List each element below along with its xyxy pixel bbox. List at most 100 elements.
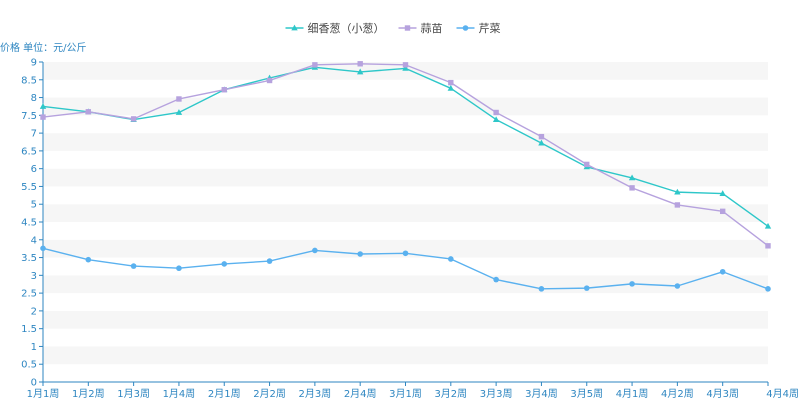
x-tick-label: 4月2周 (661, 388, 694, 400)
grid-band (43, 133, 768, 151)
data-point[interactable] (493, 276, 499, 283)
data-point[interactable] (765, 243, 771, 249)
data-point[interactable] (628, 174, 636, 181)
legend-label: 细香葱（小葱） (308, 22, 385, 35)
y-tick-label: 5.5 (21, 182, 37, 193)
series-2 (40, 61, 771, 249)
data-point[interactable] (583, 285, 590, 291)
y-axis: 0 0.5 1 1.5 2 2.5 3 3.5 4 4.5 5 5.5 6 6.5 7 7.5 8 8.5 9 (21, 58, 44, 389)
x-tick-label: 1月1周 (27, 388, 60, 400)
legend-marker (462, 25, 469, 31)
data-point[interactable] (221, 87, 227, 93)
data-point[interactable] (312, 62, 318, 68)
data-point[interactable] (402, 250, 409, 257)
x-tick-label: 3月5周 (570, 388, 603, 400)
data-point[interactable] (402, 62, 409, 68)
x-tick-label: 2月1周 (208, 388, 241, 400)
legend-item[interactable]: 芹菜 (456, 22, 501, 35)
legend-item[interactable]: 细香葱（小葱） (285, 22, 385, 35)
data-point[interactable] (85, 256, 92, 263)
x-tick-label: 4月1周 (616, 388, 649, 400)
x-tick-label: 2月4周 (344, 388, 377, 400)
data-point[interactable] (39, 103, 47, 109)
data-point[interactable] (266, 77, 273, 84)
y-tick-label: 2 (31, 306, 37, 317)
y-tick-label: 0.5 (21, 360, 37, 371)
y-tick-label: 2.5 (21, 289, 37, 300)
data-point[interactable] (357, 61, 363, 67)
data-point[interactable] (40, 114, 46, 120)
y-tick-label: 3 (31, 271, 37, 282)
grid-band (43, 328, 768, 347)
grid-band (43, 364, 768, 382)
grid-bands (43, 62, 768, 382)
x-tick-label: 2月3周 (299, 388, 332, 400)
y-tick-label: 5 (31, 200, 37, 211)
data-point[interactable] (629, 185, 635, 191)
grid-band (43, 346, 768, 365)
data-point[interactable] (765, 286, 771, 292)
y-tick-label: 6 (31, 164, 37, 175)
grid-band (43, 62, 768, 80)
data-point[interactable] (130, 263, 137, 269)
legend-label: 芹菜 (479, 22, 501, 35)
y-tick-label: 6.5 (21, 146, 37, 157)
data-point[interactable] (674, 202, 681, 208)
y-tick-label: 1.5 (21, 324, 37, 335)
x-axis: 1月1周 1月2周 1月3周 1月4周 2月1周 2月2周 2月3周 2月4周 3月1周 3月2周… (27, 381, 799, 400)
series-3 (40, 245, 771, 292)
grid-band (43, 293, 768, 311)
data-point[interactable] (356, 68, 364, 75)
legend[interactable]: 细香葱（小葱） 蒜苗 芹菜 (285, 22, 501, 35)
data-point[interactable] (764, 222, 772, 229)
x-tick-label: 3月2周 (434, 388, 467, 400)
y-axis-label: 价格 单位：元/公斤 (0, 41, 87, 54)
data-point[interactable] (492, 116, 500, 122)
data-point[interactable] (176, 96, 182, 102)
data-point[interactable] (221, 261, 228, 267)
data-point[interactable] (357, 251, 363, 257)
x-tick-label: 3月3周 (480, 388, 513, 400)
x-tick-label: 3月1周 (389, 388, 422, 400)
y-tick-label: 4.5 (21, 218, 37, 229)
data-point[interactable] (448, 256, 454, 262)
x-tick-label: 1月3周 (117, 388, 150, 400)
y-tick-label: 8.5 (21, 75, 37, 86)
x-tick-label: 1月4周 (163, 388, 196, 400)
legend-item[interactable]: 蒜苗 (398, 22, 443, 35)
data-point[interactable] (40, 245, 46, 252)
grid-band (43, 97, 768, 116)
data-point[interactable] (448, 79, 454, 86)
data-point[interactable] (719, 190, 726, 196)
grid-band (43, 275, 768, 294)
legend-marker (291, 24, 298, 31)
data-point[interactable] (674, 188, 681, 195)
data-point[interactable] (719, 208, 726, 215)
y-tick-label: 7 (31, 129, 37, 140)
data-point[interactable] (175, 109, 183, 115)
y-tick-label: 0 (31, 378, 37, 389)
series-layer (39, 61, 772, 292)
data-point[interactable] (674, 283, 681, 289)
y-tick-label: 8 (31, 93, 37, 104)
data-point[interactable] (266, 258, 273, 264)
data-point[interactable] (447, 84, 455, 91)
data-point[interactable] (629, 281, 635, 287)
data-point[interactable] (719, 268, 726, 275)
data-point[interactable] (584, 161, 590, 168)
y-tick-label: 9 (31, 58, 37, 69)
data-point[interactable] (493, 109, 499, 116)
data-point[interactable] (538, 286, 545, 292)
data-point[interactable] (312, 247, 318, 254)
data-point[interactable] (538, 139, 545, 146)
x-tick-label: 1月2周 (72, 388, 105, 400)
grid-band (43, 115, 768, 134)
data-point[interactable] (85, 109, 92, 115)
data-point[interactable] (402, 65, 409, 71)
data-point[interactable] (538, 133, 545, 140)
data-point[interactable] (176, 265, 182, 272)
x-tick-label: 3月4周 (525, 388, 558, 400)
y-tick-label: 7.5 (21, 111, 37, 122)
data-point[interactable] (130, 116, 137, 122)
